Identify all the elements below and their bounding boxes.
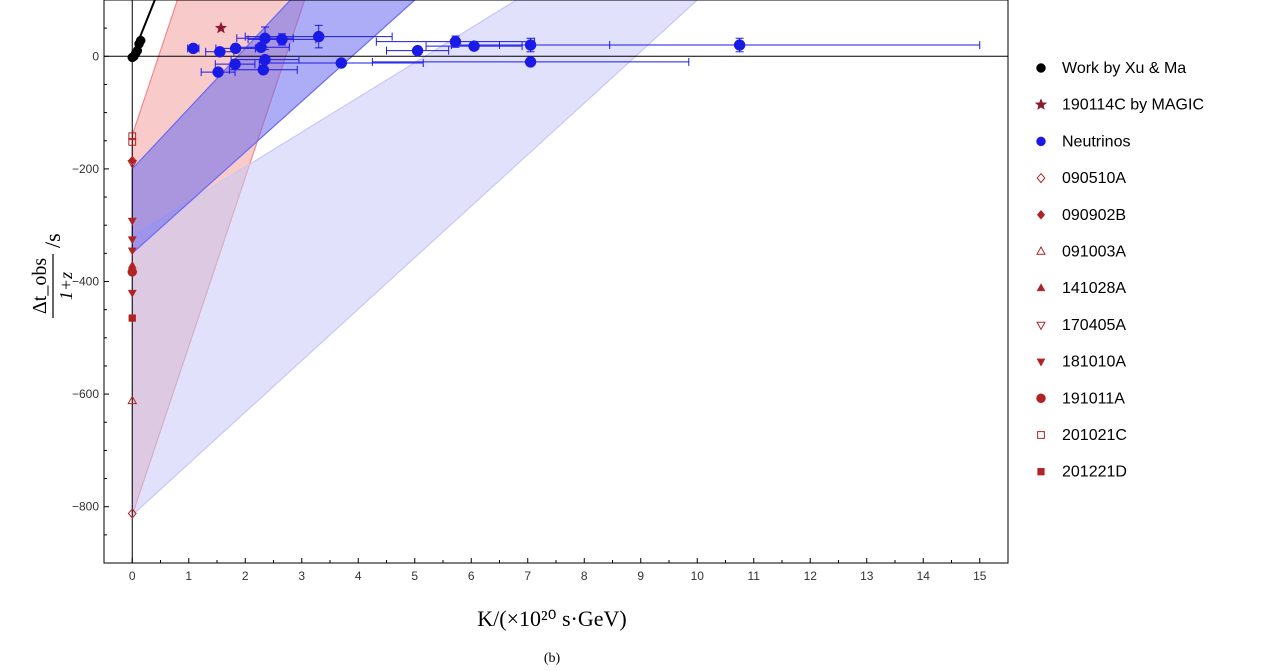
x-tick-label: 7	[524, 569, 531, 583]
legend-marker	[1037, 468, 1045, 476]
legend-label: Neutrinos	[1062, 133, 1130, 150]
legend-marker	[1037, 431, 1045, 439]
legend-label: 190114C by MAGIC	[1062, 97, 1204, 114]
legend-item: Neutrinos	[1036, 133, 1130, 150]
y-axis-label-unit: /s	[40, 233, 65, 248]
point-series-3	[127, 508, 137, 519]
legend-marker	[1036, 63, 1046, 73]
legend-marker	[1036, 245, 1046, 255]
legend-item: 170405A	[1036, 317, 1126, 334]
legend-label: 141028A	[1062, 280, 1126, 297]
legend-item: 201021C	[1037, 427, 1127, 444]
y-tick-label: −200	[72, 162, 99, 176]
point-series-0	[135, 35, 146, 46]
data-points	[127, 21, 746, 519]
legend-marker	[1036, 321, 1046, 331]
point-series-8	[127, 217, 137, 226]
x-tick-label: 10	[691, 569, 705, 583]
x-tick-label: 13	[860, 569, 874, 583]
legend-marker	[1036, 209, 1046, 220]
legend-label: Work by Xu & Ma	[1062, 60, 1186, 77]
point-series-2	[335, 57, 348, 69]
point-series-2	[312, 30, 325, 43]
caption: (b)	[544, 651, 561, 666]
x-tick-label: 11	[748, 569, 761, 583]
legend-label: 091003A	[1062, 244, 1126, 261]
x-axis-label: K/(×10²⁰ s·GeV)	[477, 606, 626, 631]
point-series-11	[128, 314, 136, 322]
legend-item: Work by Xu & Ma	[1036, 60, 1186, 77]
legend-label: 201021C	[1062, 427, 1127, 444]
point-series-8	[127, 247, 137, 256]
x-tick-label: 3	[298, 569, 305, 583]
y-tick-label: 0	[92, 49, 99, 63]
point-series-8	[127, 236, 137, 245]
point-series-1	[214, 21, 228, 34]
y-axis-label-numerator: Δt_obs	[29, 258, 51, 314]
x-tick-label: 0	[129, 569, 136, 583]
point-series-2	[524, 56, 537, 68]
x-tick-label: 12	[804, 569, 818, 583]
legend-label: 090510A	[1062, 170, 1126, 187]
point-series-9	[127, 267, 137, 277]
legend-label: 181010A	[1062, 354, 1126, 371]
point-series-2	[259, 53, 271, 66]
y-tick-label: −800	[72, 500, 99, 514]
legend-label: 170405A	[1062, 317, 1126, 334]
point-series-8	[127, 289, 137, 298]
legend-marker	[1036, 172, 1046, 184]
legend-item: 190114C by MAGIC	[1034, 97, 1204, 114]
point-series-2	[259, 32, 271, 45]
point-series-2	[214, 46, 226, 58]
x-tick-label: 14	[917, 569, 931, 583]
x-tick-label: 15	[973, 569, 987, 583]
legend-item: 141028A	[1036, 280, 1126, 297]
point-series-2	[449, 35, 462, 48]
point-series-2	[468, 40, 480, 52]
x-tick-label: 5	[411, 569, 418, 583]
point-series-2	[257, 64, 270, 76]
point-series-2	[524, 39, 537, 51]
x-tick-label: 1	[185, 569, 192, 583]
legend-marker	[1036, 283, 1046, 292]
y-tick-label: −400	[72, 275, 99, 289]
legend-label: 090902B	[1062, 207, 1126, 224]
x-tick-label: 4	[355, 569, 362, 583]
point-series-2	[229, 58, 241, 70]
x-tick-label: 9	[637, 569, 644, 583]
y-tick-label: −600	[72, 387, 99, 401]
y-axis-label: Δt_obs 1+z /s	[29, 233, 76, 318]
legend-item: 090510A	[1036, 170, 1126, 187]
legend-item: 201221D	[1037, 464, 1127, 481]
legend-marker	[1034, 98, 1048, 110]
point-series-5	[127, 395, 138, 405]
legend-marker	[1036, 136, 1046, 147]
point-series-2	[229, 42, 242, 55]
y-axis-label-denominator: 1+z	[56, 272, 76, 300]
point-series-2	[733, 39, 746, 51]
point-series-10	[128, 138, 137, 146]
legend-marker	[1036, 393, 1046, 404]
legend-label: 191011A	[1062, 390, 1125, 407]
x-tick-label: 8	[581, 569, 588, 583]
x-tick-label: 2	[242, 569, 249, 583]
point-series-2	[212, 66, 224, 78]
point-series-2	[187, 42, 200, 55]
legend-marker	[1036, 358, 1046, 367]
axes	[103, 0, 1009, 564]
point-series-2	[276, 33, 288, 46]
legend-item: 090902B	[1036, 207, 1126, 224]
legend-item: 091003A	[1036, 244, 1126, 261]
point-series-10	[128, 132, 137, 141]
x-tick-label: 6	[468, 569, 475, 583]
legend-item: 181010A	[1036, 354, 1126, 371]
legend-item: 191011A	[1036, 390, 1125, 407]
point-series-7	[127, 160, 138, 169]
point-series-2	[411, 44, 424, 57]
legend: Work by Xu & Ma 190114C by MAGIC Neutrinos…	[1034, 60, 1204, 481]
legend-label: 201221D	[1062, 464, 1127, 481]
